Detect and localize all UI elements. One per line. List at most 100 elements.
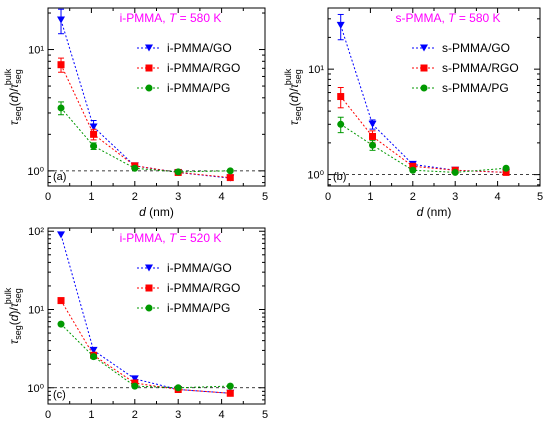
data-point	[57, 104, 65, 112]
plot-frame	[47, 7, 266, 187]
legend-entry: i-PMMA/RGO	[137, 61, 240, 75]
data-point	[90, 142, 98, 150]
chart-panel-2: 0 1 2 3 4 5 10⁰ 10¹ d (nm) τseg(d)/τsegbulk s-PMMA…	[283, 7, 543, 219]
legend-entry: i-PMMA/GO	[137, 261, 232, 275]
data-point	[57, 297, 65, 305]
series-i-pmma-pg	[57, 320, 234, 392]
data-point	[337, 120, 345, 128]
x-tick-label: 5	[262, 191, 268, 203]
legend-marker	[145, 304, 153, 312]
data-point	[368, 120, 377, 128]
legend-marker	[420, 44, 428, 52]
y-tick-label: 10¹	[28, 45, 44, 57]
series-i-pmma-rgo	[57, 57, 234, 182]
x-axis-label: d (nm)	[139, 205, 174, 219]
legend-marker	[420, 64, 428, 72]
legend-label: i-PMMA/GO	[167, 261, 232, 275]
series-s-pmma-pg	[337, 116, 510, 176]
x-tick-label: 4	[495, 191, 501, 203]
data-point	[174, 384, 182, 392]
x-tick-label: 5	[537, 191, 543, 203]
legend-marker	[145, 64, 153, 72]
data-point	[130, 375, 139, 383]
data-point	[174, 168, 182, 176]
y-tick-label: 10⁰	[307, 170, 324, 182]
series-line	[60, 323, 231, 389]
legend-marker	[420, 84, 428, 92]
chart-panel-1: 0 1 2 3 4 5 10⁰ 10¹ d (nm) τseg(d)/τsegbulk i-PMMA…	[3, 7, 268, 219]
data-point	[90, 353, 98, 361]
x-tick-label: 2	[410, 191, 416, 203]
series-line	[60, 107, 231, 173]
plot-frame	[327, 7, 541, 187]
y-axis-label: τseg(d)/τsegbulk	[3, 287, 23, 344]
data-point	[131, 382, 139, 390]
y-tick-label: 10¹	[28, 304, 44, 316]
legend-label: i-PMMA/PG	[167, 301, 230, 315]
x-tick-label: 3	[175, 409, 181, 421]
data-point	[369, 132, 377, 140]
legend-entry: i-PMMA/GO	[137, 41, 232, 55]
panel-title: s-PMMA, T = 580 K	[395, 11, 500, 25]
series-line	[60, 234, 231, 394]
legend-entry: s-PMMA/PG	[412, 81, 509, 95]
x-tick-label: 2	[132, 409, 138, 421]
chart-panel-3: 01234510⁰10¹10²d (nm)τseg(d)/τsegbulki-P…	[3, 226, 268, 421]
x-tick-label: 0	[45, 409, 51, 421]
x-tick-label: 2	[132, 191, 138, 203]
panel-title: i-PMMA, T = 520 K	[120, 231, 222, 245]
data-point	[131, 164, 139, 172]
x-tick-label: 0	[325, 191, 331, 203]
legend-label: i-PMMA/PG	[167, 81, 230, 95]
y-tick-label: 10²	[28, 226, 44, 238]
series-s-pmma-rgo	[337, 86, 510, 176]
data-point	[336, 21, 345, 29]
x-tick-label: 1	[367, 191, 373, 203]
panel-tag: (b)	[333, 171, 346, 183]
legend-entry: i-PMMA/PG	[137, 81, 230, 95]
x-tick-label: 4	[219, 191, 225, 203]
panel-tag: (a)	[53, 171, 66, 183]
legend-label: i-PMMA/GO	[167, 41, 232, 55]
legend-marker	[145, 284, 153, 292]
series-i-pmma-pg	[57, 101, 234, 176]
x-tick-label: 0	[45, 191, 51, 203]
x-tick-label: 3	[175, 191, 181, 203]
legend-label: s-PMMA/PG	[442, 81, 509, 95]
data-point	[409, 162, 417, 170]
y-tick-label: 10¹	[308, 64, 324, 76]
legend-entry: i-PMMA/RGO	[137, 281, 240, 295]
panel-title: i-PMMA, T = 580 K	[120, 11, 222, 25]
series-line	[340, 123, 507, 173]
series-i-pmma-go	[57, 8, 235, 182]
data-point	[502, 168, 510, 176]
legend-entry: s-PMMA/GO	[412, 41, 510, 55]
data-point	[57, 231, 66, 239]
series-line	[340, 96, 507, 173]
legend-label: s-PMMA/GO	[442, 41, 510, 55]
y-tick-label: 10⁰	[27, 383, 44, 395]
x-tick-label: 4	[219, 409, 225, 421]
data-point	[226, 382, 234, 390]
data-point	[369, 141, 377, 149]
legend-label: i-PMMA/RGO	[167, 281, 240, 295]
data-point	[226, 174, 234, 182]
plot-frame	[47, 227, 266, 405]
x-tick-label: 1	[88, 191, 94, 203]
data-point	[90, 130, 98, 138]
data-point	[89, 346, 98, 354]
data-point	[57, 16, 66, 24]
x-axis-label: d (nm)	[417, 205, 452, 219]
legend-entry: s-PMMA/RGO	[412, 61, 519, 75]
legend-marker	[145, 264, 153, 272]
data-point	[226, 167, 234, 175]
y-axis-label: τseg(d)/τsegbulk	[283, 68, 303, 125]
data-point	[502, 164, 510, 172]
y-axis-label: τseg(d)/τsegbulk	[3, 68, 23, 125]
series-s-pmma-go	[336, 13, 511, 176]
legend-label: i-PMMA/RGO	[167, 61, 240, 75]
x-tick-label: 1	[88, 409, 94, 421]
x-tick-label: 5	[262, 409, 268, 421]
data-point	[451, 168, 459, 176]
